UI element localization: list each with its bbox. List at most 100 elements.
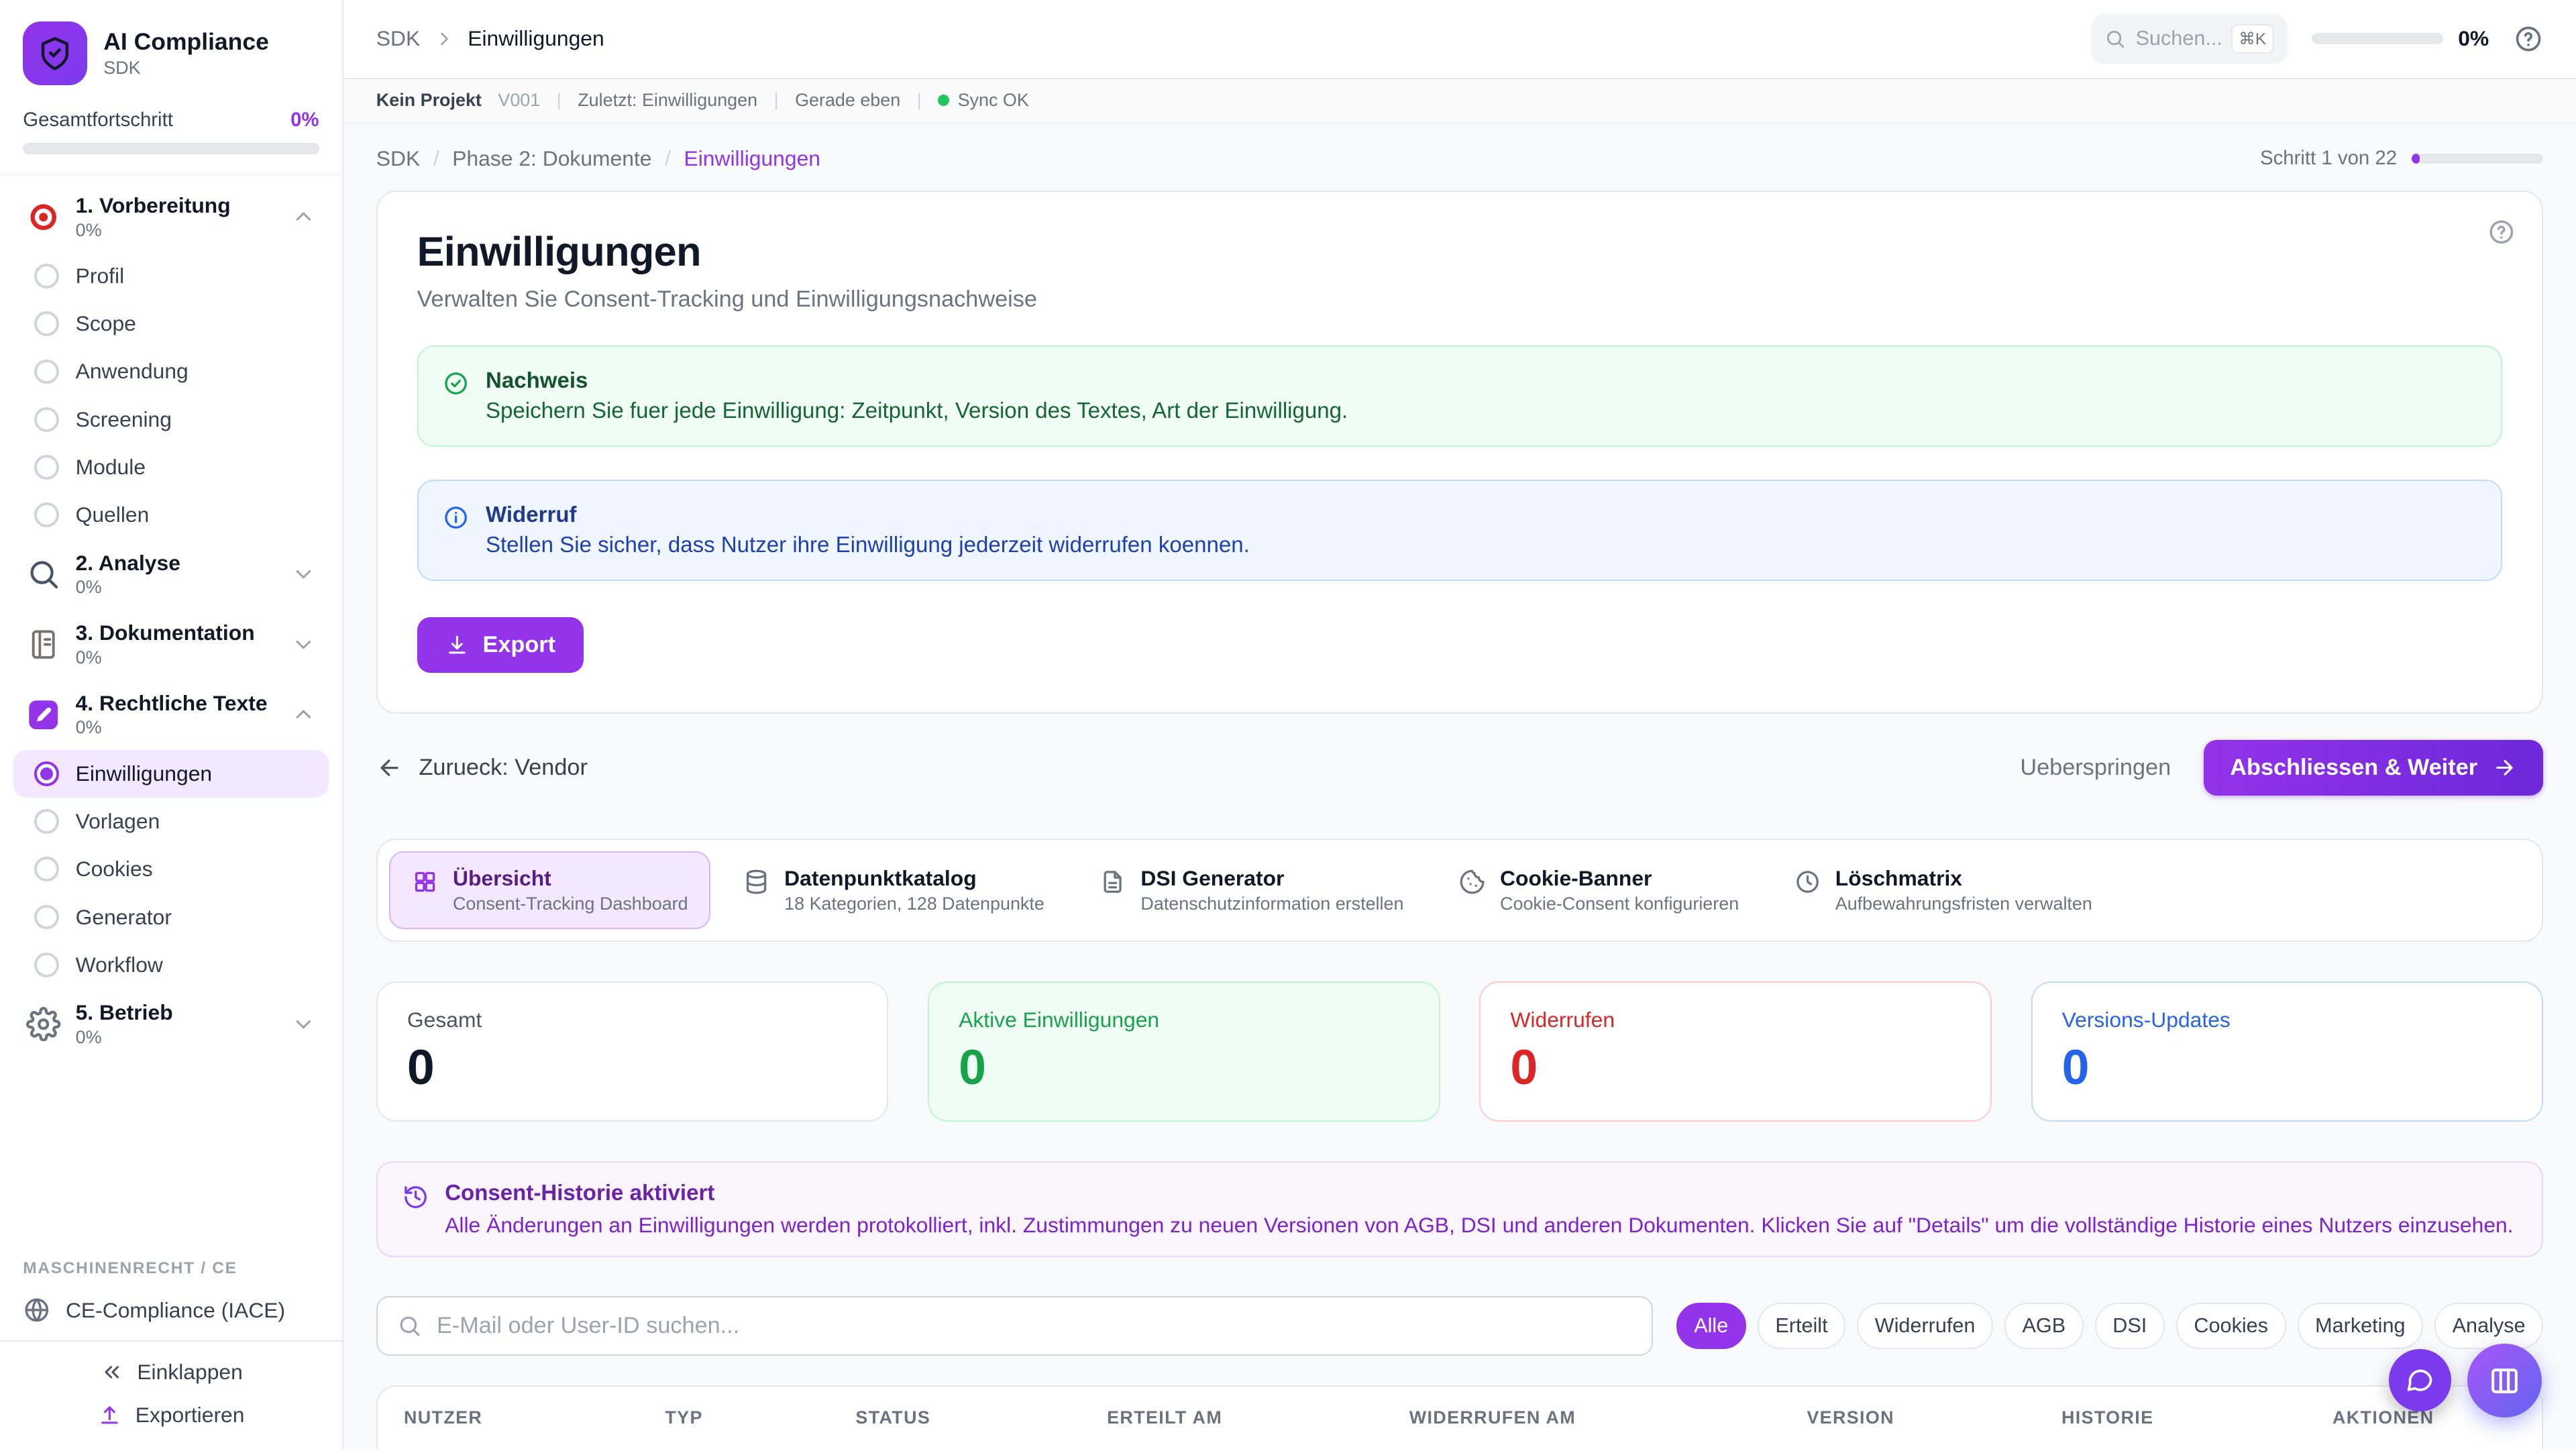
sidebar-item-profil[interactable]: Profil <box>13 252 329 300</box>
section-label: 2. Analyse <box>75 550 180 575</box>
export-button[interactable]: Export <box>417 617 584 674</box>
complete-next-button[interactable]: Abschliessen & Weiter <box>2204 740 2544 796</box>
radio-icon <box>34 455 60 480</box>
breadcrumb-separator: / <box>433 146 439 170</box>
magnifier-icon <box>26 557 60 591</box>
chevron-right-icon <box>433 28 455 50</box>
breadcrumb-root[interactable]: SDK <box>376 146 421 170</box>
tab-uebersicht[interactable]: Übersicht Consent-Tracking Dashboard <box>388 851 711 930</box>
tab-dsi-generator[interactable]: DSI Generator Datenschutzinformation erst… <box>1077 851 1426 929</box>
radio-icon <box>34 952 60 977</box>
back-button[interactable]: Zurueck: Vendor <box>376 755 588 781</box>
tab-subtitle: 18 Kategorien, 128 Datenpunkte <box>784 894 1044 914</box>
sidebar-item-generator[interactable]: Generator <box>13 893 329 941</box>
filter-chip-marketing[interactable]: Marketing <box>2297 1303 2424 1349</box>
filter-chip-dsi[interactable]: DSI <box>2094 1303 2165 1349</box>
column-header-erteilt-am: ERTEILT AM <box>1107 1407 1223 1428</box>
global-search[interactable]: ⌘K <box>2091 14 2288 64</box>
next-label: Abschliessen & Weiter <box>2230 755 2478 781</box>
sidebar-section-4-rechtliche-texte[interactable]: 4. Rechtliche Texte 0% <box>13 680 329 750</box>
sidebar-item-module[interactable]: Module <box>13 443 329 491</box>
progress-value: 0% <box>290 108 319 131</box>
chevron-down-icon <box>291 632 316 657</box>
global-search-input[interactable] <box>2135 27 2221 51</box>
sidebar-item-quellen[interactable]: Quellen <box>13 491 329 539</box>
filter-chip-analyse[interactable]: Analyse <box>2434 1303 2544 1349</box>
radio-icon <box>34 407 60 432</box>
app-logo <box>23 21 87 86</box>
chevron-up-icon <box>291 702 316 727</box>
sidebar-item-einwilligungen[interactable]: Einwilligungen <box>13 749 329 798</box>
collapse-button[interactable]: Einklappen <box>99 1360 243 1385</box>
chevrons-left-icon <box>99 1360 124 1385</box>
sidebar-section-5-betrieb[interactable]: 5. Betrieb 0% <box>13 989 329 1059</box>
help-icon[interactable] <box>2514 24 2543 54</box>
section-label: 5. Betrieb <box>75 1000 173 1025</box>
consent-search-input[interactable] <box>436 1312 1633 1339</box>
tab-title: Löschmatrix <box>1835 865 1963 890</box>
export-sidebar-button[interactable]: Exportieren <box>97 1403 244 1428</box>
grid-icon <box>412 869 438 895</box>
sub-tabs: Übersicht Consent-Tracking Dashboard Daten… <box>376 838 2544 943</box>
tab-cookie-banner[interactable]: Cookie-Banner Cookie-Consent konfiguriere… <box>1436 851 1762 929</box>
sidebar-item-label: CE-Compliance (IACE) <box>65 1297 286 1322</box>
filter-chip-erteilt[interactable]: Erteilt <box>1757 1303 1846 1349</box>
sidebar-item-screening[interactable]: Screening <box>13 396 329 443</box>
globe-icon <box>23 1296 51 1324</box>
stat-card-versions-updates: Versions-Updates 0 <box>2031 981 2544 1122</box>
sidebar-item-cookies[interactable]: Cookies <box>13 845 329 893</box>
radio-selected-icon <box>34 761 60 786</box>
filter-chip-alle[interactable]: Alle <box>1676 1303 1746 1349</box>
sidebar-item-label: Module <box>75 455 146 480</box>
tab-subtitle: Aufbewahrungsfristen verwalten <box>1835 894 2092 914</box>
progress-label: Gesamtfortschritt <box>23 108 173 131</box>
sidebar-section-2-analyse[interactable]: 2. Analyse 0% <box>13 539 329 609</box>
sidebar-section-3-dokumentation[interactable]: 3. Dokumentation 0% <box>13 609 329 680</box>
widgets-fab-button[interactable] <box>2467 1344 2542 1418</box>
tab-loeschmatrix[interactable]: Löschmatrix Aufbewahrungsfristen verwalte… <box>1772 851 2115 929</box>
chevron-up-icon <box>291 205 316 229</box>
app-brand: AI Compliance SDK <box>0 0 342 100</box>
arrow-right-icon <box>2492 755 2517 780</box>
app-subtitle: SDK <box>103 57 141 78</box>
filter-chip-cookies[interactable]: Cookies <box>2176 1303 2286 1349</box>
sidebar: AI Compliance SDK Gesamtfortschritt 0% 1… <box>0 0 343 1449</box>
breadcrumb-root[interactable]: SDK <box>376 26 421 51</box>
stats-row: Gesamt 0 Aktive Einwilligungen 0 Widerrufen 0… <box>376 981 2544 1122</box>
chat-fab-button[interactable] <box>2388 1348 2451 1411</box>
table-header-row: NUTZER TYP STATUS ERTEILT AM WIDERRUFEN AM VE… <box>378 1387 2542 1449</box>
help-icon[interactable] <box>2487 218 2516 246</box>
clock-icon <box>1794 869 1821 895</box>
chat-bubble-icon <box>2405 1365 2434 1395</box>
sidebar-item-workflow[interactable]: Workflow <box>13 941 329 989</box>
section-label: 3. Dokumentation <box>75 621 255 645</box>
filter-chip-agb[interactable]: AGB <box>2004 1303 2084 1349</box>
tab-subtitle: Datenschutzinformation erstellen <box>1140 894 1404 914</box>
sidebar-item-label: Workflow <box>75 952 163 977</box>
section-label: 4. Rechtliche Texte <box>75 691 268 716</box>
sidebar-item-anwendung[interactable]: Anwendung <box>13 347 329 395</box>
notice-title: Nachweis <box>485 368 588 394</box>
search-icon <box>2104 28 2126 50</box>
sidebar-item-label: Anwendung <box>75 359 189 384</box>
breadcrumb-current: Einwilligungen <box>468 26 604 51</box>
stat-label: Gesamt <box>407 1007 482 1032</box>
breadcrumb-phase[interactable]: Phase 2: Dokumente <box>452 146 652 170</box>
page-title: Einwilligungen <box>417 229 702 275</box>
column-header-widerrufen-am: WIDERRUFEN AM <box>1409 1407 1576 1428</box>
sidebar-section-1-vorbereitung[interactable]: 1. Vorbereitung 0% <box>13 182 329 252</box>
skip-button[interactable]: Ueberspringen <box>2020 755 2171 781</box>
sidebar-item-label: Quellen <box>75 502 150 527</box>
sidebar-item-scope[interactable]: Scope <box>13 300 329 347</box>
tab-datenpunktkatalog[interactable]: Datenpunktkatalog 18 Kategorien, 128 Date… <box>720 851 1067 929</box>
sidebar-item-vorlagen[interactable]: Vorlagen <box>13 798 329 845</box>
topbar-progress-value: 0% <box>2458 26 2489 51</box>
consent-search[interactable] <box>376 1296 1654 1356</box>
filter-row: AlleErteiltWiderrufenAGBDSICookiesMarket… <box>376 1296 2544 1356</box>
column-header-version: VERSION <box>1807 1407 1894 1428</box>
stat-card-gesamt: Gesamt 0 <box>376 981 889 1122</box>
filter-chip-widerrufen[interactable]: Widerrufen <box>1857 1303 1993 1349</box>
sidebar-item-ce-compliance[interactable]: CE-Compliance (IACE) <box>0 1283 342 1341</box>
consent-history-banner: Consent-Historie aktiviert Alle Änderung… <box>376 1161 2544 1257</box>
